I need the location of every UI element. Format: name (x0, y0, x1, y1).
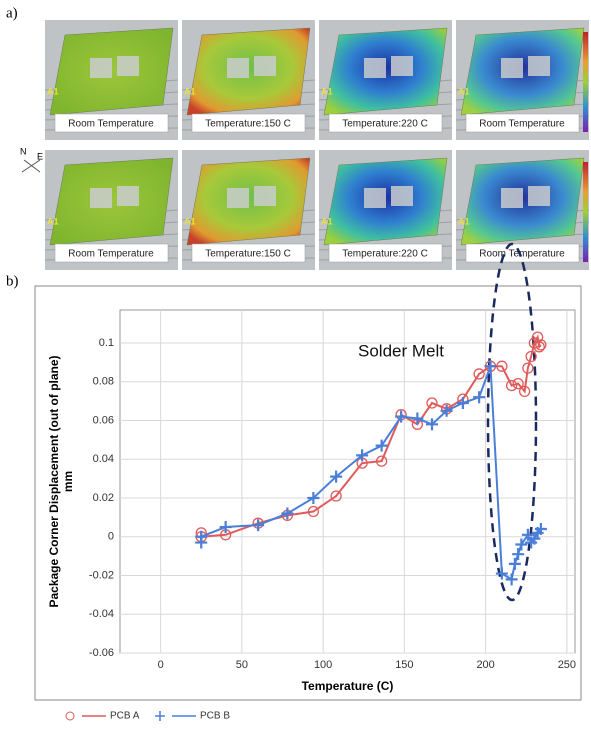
y-tick-label: 0.1 (99, 337, 114, 349)
thumbnails: A1 Room Temperature A1 Temperature:150 C A1 T… (45, 20, 589, 270)
legend-marker (155, 711, 165, 721)
chart-frame (35, 286, 581, 700)
cutout (90, 188, 112, 208)
corner-mark: A1 (458, 216, 470, 226)
cutout (391, 56, 413, 76)
corner-mark: A1 (184, 86, 196, 96)
corner-mark: A1 (184, 216, 196, 226)
x-tick-label: 0 (158, 659, 164, 671)
y-tick-label: 0.04 (93, 453, 114, 465)
legend-label: PCB A (110, 711, 140, 722)
corner-mark: A1 (321, 216, 333, 226)
caption: Temperature:150 C (205, 249, 291, 260)
y-tick-label: -0.06 (89, 647, 114, 659)
legend-marker (66, 712, 74, 720)
x-tick-label: 200 (476, 659, 494, 671)
corner-mark: A1 (47, 86, 59, 96)
cutout (254, 186, 276, 206)
cutout (528, 186, 550, 206)
x-tick-label: 100 (314, 659, 332, 671)
figure: a) A1 Room Temperature A1 Temperature:150 C… (0, 0, 591, 732)
corner-mark: A1 (458, 86, 470, 96)
cutout (364, 188, 386, 208)
y-tick-label: -0.04 (89, 608, 114, 620)
caption: Temperature:220 C (342, 249, 428, 260)
cutout (501, 188, 523, 208)
cutout (117, 186, 139, 206)
y-tick-label: 0.02 (93, 492, 114, 504)
compass-n: N (20, 146, 27, 156)
caption: Temperature:220 C (342, 119, 428, 130)
panel-label: a) (6, 5, 18, 21)
panel-label: b) (6, 273, 19, 289)
x-axis-label: Temperature (C) (302, 679, 394, 693)
y-tick-label: -0.02 (89, 569, 114, 581)
colorbar (583, 32, 588, 132)
caption: Temperature:150 C (205, 119, 291, 130)
colorbar (583, 162, 588, 262)
caption: Room Temperature (68, 119, 154, 130)
cutout (501, 58, 523, 78)
y-tick-label: 0.06 (93, 414, 114, 426)
cutout (227, 58, 249, 78)
x-tick-label: 250 (558, 659, 576, 671)
cutout (227, 188, 249, 208)
x-tick-label: 150 (395, 659, 413, 671)
caption: Room Temperature (479, 119, 565, 130)
compass-e: E (37, 151, 43, 161)
cutout (254, 56, 276, 76)
annotation: Solder Melt (358, 341, 444, 360)
corner-mark: A1 (321, 86, 333, 96)
x-tick-label: 50 (236, 659, 248, 671)
legend-label: PCB B (200, 711, 230, 722)
corner-mark: A1 (47, 216, 59, 226)
cutout (364, 58, 386, 78)
cutout (391, 186, 413, 206)
cutout (117, 56, 139, 76)
compass: N E (20, 146, 43, 172)
caption: Room Temperature (479, 249, 565, 260)
caption: Room Temperature (68, 249, 154, 260)
y-tick-label: 0.08 (93, 376, 114, 388)
y-tick-label: 0 (108, 531, 114, 543)
cutout (528, 56, 550, 76)
cutout (90, 58, 112, 78)
